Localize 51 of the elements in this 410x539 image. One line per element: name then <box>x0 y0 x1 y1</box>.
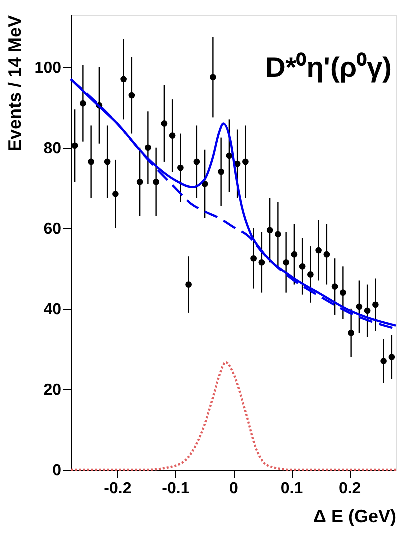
y-tick-label: 80 <box>44 140 62 158</box>
point <box>299 264 306 270</box>
point <box>186 282 192 288</box>
annotation: D*⁰η'(ρ⁰γ) <box>266 52 392 83</box>
point <box>388 354 396 360</box>
point <box>283 259 290 266</box>
point <box>348 330 354 336</box>
point <box>356 304 363 310</box>
point <box>120 76 127 83</box>
point <box>72 142 78 150</box>
x-tick-label: -0.2 <box>104 480 132 498</box>
point <box>250 255 257 262</box>
point <box>340 290 346 296</box>
y-tick-label: 0 <box>52 462 62 480</box>
x-tick-label: -0.1 <box>162 480 190 498</box>
point <box>136 178 144 186</box>
point <box>332 284 338 290</box>
point <box>161 120 168 127</box>
point <box>275 231 282 238</box>
x-axis-title: Δ E (GeV) <box>314 506 397 526</box>
y-tick-label: 100 <box>34 60 62 77</box>
point <box>258 259 266 266</box>
point <box>372 302 379 308</box>
y-tick-label: 20 <box>44 382 62 399</box>
point <box>380 358 387 364</box>
point <box>242 158 249 166</box>
point <box>145 144 152 152</box>
x-tick-label: 0 <box>230 480 239 498</box>
point <box>210 74 216 81</box>
point <box>88 158 94 166</box>
point <box>308 272 314 278</box>
point <box>194 158 200 166</box>
point <box>266 227 274 234</box>
y-tick-label: 60 <box>44 220 62 238</box>
y-axis-title: Events / 14 MeV <box>4 16 25 152</box>
point <box>364 308 371 314</box>
point <box>153 178 160 186</box>
point <box>316 247 322 254</box>
point <box>128 92 136 99</box>
point <box>104 158 111 166</box>
point <box>112 191 119 198</box>
x-tick-label: 0.1 <box>280 480 304 498</box>
point <box>291 251 298 258</box>
point <box>324 251 330 258</box>
point <box>226 152 233 160</box>
x-tick-label: 0.2 <box>338 480 362 498</box>
point <box>169 132 176 139</box>
point <box>178 164 184 172</box>
y-tick-label: 40 <box>44 301 62 318</box>
point <box>80 100 86 107</box>
point <box>218 168 224 176</box>
